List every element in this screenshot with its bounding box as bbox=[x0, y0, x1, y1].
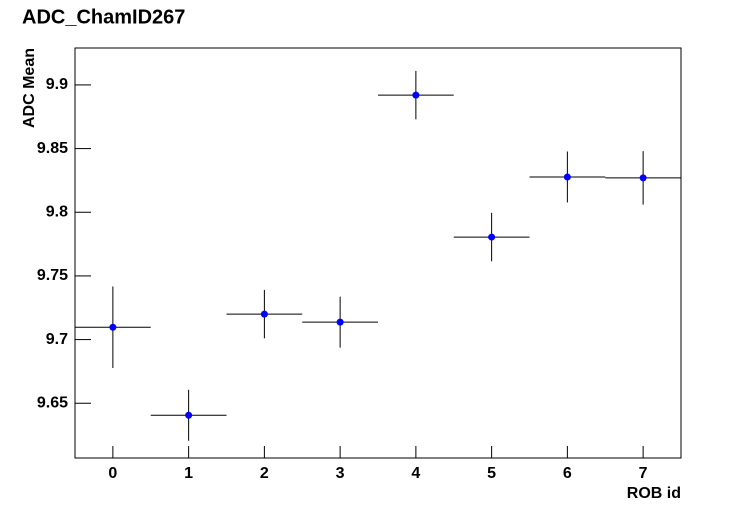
x-tick-label: 4 bbox=[411, 465, 420, 482]
point bbox=[260, 310, 268, 318]
x-tick-label: 6 bbox=[563, 465, 572, 482]
x-tick-label: 0 bbox=[108, 465, 117, 482]
x-tick-label: 7 bbox=[639, 465, 648, 482]
y-tick-label: 9.7 bbox=[46, 331, 68, 348]
y-tick-label: 9.85 bbox=[37, 140, 68, 157]
y-tick-label: 9.8 bbox=[46, 203, 68, 220]
point bbox=[563, 173, 571, 181]
plot-frame bbox=[74, 47, 682, 459]
x-tick-label: 2 bbox=[260, 465, 269, 482]
point bbox=[336, 318, 344, 326]
point bbox=[185, 411, 193, 419]
y-axis-label: ADC Mean bbox=[21, 48, 38, 128]
point bbox=[488, 233, 496, 241]
y-tick-label: 9.65 bbox=[37, 394, 68, 411]
x-tick-label: 5 bbox=[487, 465, 496, 482]
y-tick-label: 9.75 bbox=[37, 267, 68, 284]
point bbox=[412, 91, 420, 99]
x-tick-label: 3 bbox=[336, 465, 345, 482]
x-tick-label: 1 bbox=[184, 465, 193, 482]
y-tick-label: 9.9 bbox=[46, 76, 68, 93]
point bbox=[109, 323, 117, 331]
x-axis-label: ROB id bbox=[627, 485, 681, 502]
point bbox=[639, 174, 647, 182]
chart-title: ADC_ChamID267 bbox=[22, 6, 185, 28]
